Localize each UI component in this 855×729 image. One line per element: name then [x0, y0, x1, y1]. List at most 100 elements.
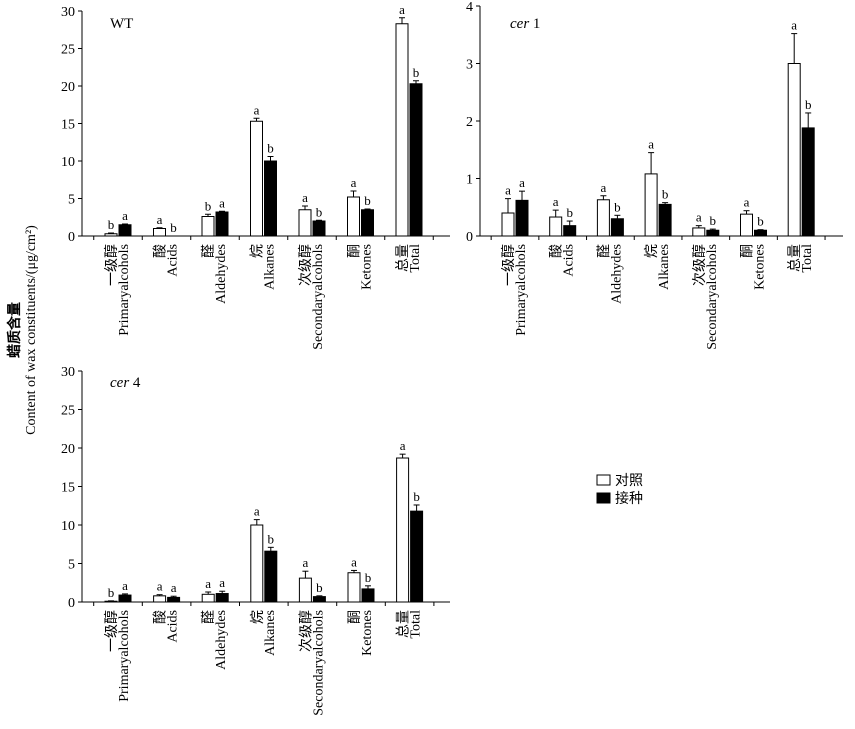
category-label-en: Total: [408, 244, 423, 273]
significance-label: a: [553, 194, 559, 209]
y-tick-label: 0: [68, 596, 75, 611]
bar: [264, 160, 277, 237]
significance-label: b: [316, 204, 323, 219]
y-tick-label: 15: [61, 118, 75, 133]
y-tick-label: 10: [61, 519, 75, 534]
category-label-cn: 一级醇: [500, 244, 517, 286]
significance-label: a: [219, 195, 225, 210]
significance-label: a: [519, 175, 525, 190]
bar: [201, 216, 215, 237]
significance-label: b: [757, 214, 764, 229]
category-label-cn: 总量: [787, 244, 803, 272]
category-label-cn: 次级醇: [297, 610, 314, 652]
panel-title: cer 4: [110, 375, 141, 391]
bar: [549, 216, 563, 237]
category-label-en: Primaryalcohols: [117, 244, 132, 336]
panel-title: WT: [110, 16, 133, 32]
bar: [515, 199, 529, 237]
significance-label: b: [614, 199, 621, 214]
category-label-cn: 酮: [348, 610, 363, 624]
significance-label: b: [108, 585, 115, 600]
y-tick-label: 25: [61, 43, 75, 58]
y-axis-title-cn: 蜡质含量: [6, 302, 23, 358]
category-label-cn: 烷: [250, 610, 266, 624]
category-label-cn: 醛: [201, 244, 217, 258]
significance-label: a: [171, 580, 177, 595]
bar: [361, 209, 374, 237]
significance-label: b: [205, 198, 212, 213]
significance-label: b: [108, 217, 115, 232]
category-label-en: Ketones: [753, 244, 768, 290]
y-tick-label: 20: [61, 442, 75, 457]
bar: [692, 227, 706, 237]
y-tick-label: 15: [61, 481, 75, 496]
bar: [118, 594, 132, 603]
y-tick-label: 30: [61, 5, 75, 20]
significance-label: a: [122, 208, 128, 223]
category-label-en: Aldehydes: [214, 610, 229, 670]
category-label-cn: 一级醇: [103, 244, 120, 286]
bar: [740, 213, 753, 237]
y-tick-label: 5: [68, 193, 75, 208]
significance-label: a: [302, 190, 308, 205]
bar: [312, 220, 326, 237]
bar: [801, 127, 815, 237]
category-label-cn: 酮: [741, 244, 756, 258]
significance-label: b: [316, 580, 323, 595]
bar: [501, 212, 515, 237]
bar: [754, 229, 767, 237]
bar: [706, 229, 720, 237]
legend-label-inoculated: 接种: [615, 490, 643, 507]
bar: [153, 228, 166, 237]
y-tick-label: 5: [68, 558, 75, 573]
significance-label: b: [805, 97, 812, 112]
y-axis-title: 蜡质含量 Content of wax constituents/(μg/cm²…: [6, 225, 39, 435]
category-label-en: Ketones: [360, 610, 375, 656]
bar: [347, 572, 361, 603]
significance-label: a: [351, 175, 357, 190]
category-label-en: Secondaryalcohols: [311, 610, 326, 716]
significance-label: b: [267, 141, 274, 156]
category-label-en: Acids: [166, 244, 181, 277]
y-tick-label: 2: [466, 115, 473, 130]
y-tick-label: 4: [466, 0, 473, 15]
legend-swatch-inoculated: [596, 492, 611, 504]
significance-label: a: [157, 579, 163, 594]
significance-label: b: [413, 489, 420, 504]
bar: [250, 120, 263, 237]
significance-label: a: [157, 212, 163, 227]
bar: [118, 224, 132, 237]
category-label-cn: 次级醇: [297, 244, 314, 286]
category-label-en: Alkanes: [657, 244, 672, 290]
y-tick-label: 20: [61, 80, 75, 95]
bar: [215, 593, 229, 603]
bar: [298, 577, 312, 603]
significance-label: a: [601, 180, 607, 195]
y-axis-title-en: Content of wax constituents/(μg/cm²): [24, 225, 39, 435]
significance-label: a: [400, 438, 406, 453]
y-tick-label: 30: [61, 365, 75, 380]
legend-swatch-control: [596, 474, 611, 486]
category-label-en: Acids: [562, 244, 577, 277]
bar: [596, 199, 610, 237]
y-tick-label: 3: [466, 58, 473, 73]
bar: [201, 593, 215, 603]
category-label-cn: 总量: [395, 244, 411, 272]
bar: [395, 23, 409, 237]
category-label-en: Aldehydes: [609, 244, 624, 304]
y-tick-label: 0: [466, 230, 473, 245]
category-label-en: Alkanes: [263, 244, 278, 290]
significance-label: b: [710, 213, 717, 228]
bar: [215, 211, 229, 237]
bar: [104, 233, 118, 237]
bar: [264, 550, 278, 603]
y-tick-label: 25: [61, 404, 75, 419]
y-tick-label: 1: [466, 173, 473, 188]
category-label-cn: 醛: [596, 244, 612, 258]
bar: [409, 83, 423, 237]
category-label-en: Primaryalcohols: [514, 244, 529, 336]
significance-label: a: [205, 576, 211, 591]
category-label-cn: 酮: [348, 244, 363, 258]
